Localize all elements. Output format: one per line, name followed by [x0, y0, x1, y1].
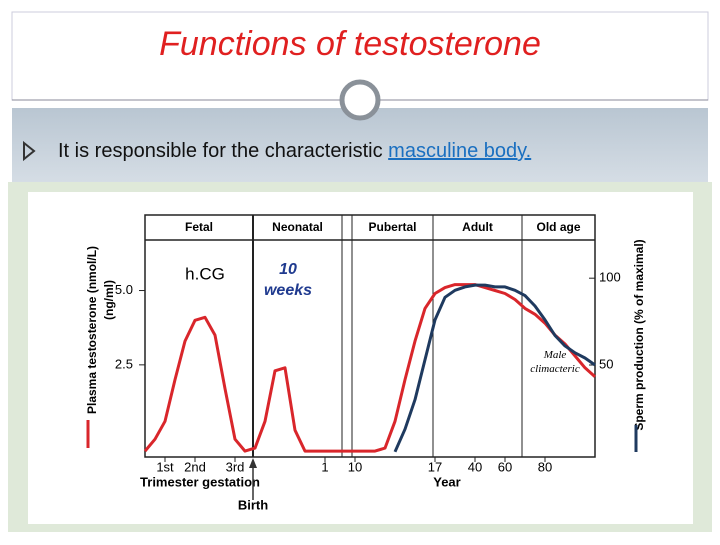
chart: Fetal Neonatal Pubertal Adult Old age 2.5 5.0 5… [85, 214, 646, 512]
annotation-line: weeks [264, 282, 312, 299]
divider-circle [339, 79, 381, 121]
x-tick-label: 60 [498, 459, 512, 474]
phase-label: Fetal [185, 220, 213, 234]
series-line [143, 283, 596, 453]
x-tick-label: 17 [428, 459, 442, 474]
x-tick-label: 1st [156, 459, 174, 474]
annotation-line: 10 [279, 261, 297, 278]
bullet-plain: It is responsible for the characteristic [58, 140, 383, 162]
phase-label: Old age [536, 220, 580, 234]
x-annotation: Birth [238, 497, 268, 512]
annotation: h.CG [185, 264, 225, 283]
bullet-text: It is responsible for the characteristic… [58, 140, 531, 162]
annotation: 10 weeks [264, 261, 312, 299]
x-tick-label: 40 [468, 459, 482, 474]
x-annotation: Year [433, 474, 460, 489]
phase-label: Pubertal [368, 220, 416, 234]
y-tick-label: 2.5 [115, 356, 133, 371]
slide-title: Functions of testosterone [159, 25, 541, 63]
x-tick-label: 10 [348, 459, 362, 474]
phase-label: Neonatal [272, 220, 323, 234]
series-line [393, 283, 596, 453]
x-tick-label: 80 [538, 459, 552, 474]
bullet-arrow [23, 140, 36, 162]
bullet-link[interactable]: masculine body. [388, 140, 531, 162]
y-tick-label: 5.0 [115, 282, 133, 297]
annotation-line: Male [543, 349, 567, 361]
phase-label: Adult [462, 220, 493, 234]
annotation: Male climacteric [530, 349, 580, 375]
y-axis-title: Plasma testosterone (nmol/L) [85, 246, 99, 414]
x-tick-label: 3rd [226, 459, 245, 474]
annotation-line: climacteric [530, 363, 580, 375]
x-tick-label: 1 [321, 459, 328, 474]
birth-arrowhead [249, 458, 257, 468]
x-tick-label: 2nd [184, 459, 206, 474]
x-annotation: Trimester gestation [140, 474, 260, 489]
plot-frame [144, 214, 596, 458]
y2-tick-label: 50 [599, 356, 613, 371]
y2-axis-title: Sperm production (% of maximal) [632, 239, 646, 430]
y2-tick-label: 100 [599, 270, 621, 285]
y-axis-title: (ng/ml) [102, 280, 116, 320]
